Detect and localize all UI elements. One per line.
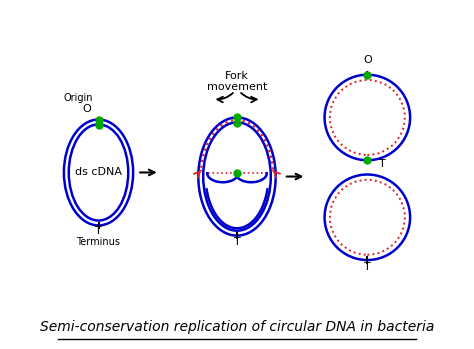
Text: T: T <box>379 159 385 169</box>
Text: Fork: Fork <box>225 71 249 81</box>
Text: T: T <box>234 237 240 246</box>
Text: O: O <box>363 55 372 65</box>
Text: ds cDNA: ds cDNA <box>75 168 122 177</box>
Text: T: T <box>364 262 371 272</box>
Text: Semi-conservation replication of circular DNA in bacteria: Semi-conservation replication of circula… <box>40 320 434 334</box>
Text: movement: movement <box>207 82 267 92</box>
Text: O: O <box>82 104 91 114</box>
Text: Origin: Origin <box>64 93 93 103</box>
Text: Terminus: Terminus <box>76 237 120 247</box>
Text: T: T <box>95 225 102 236</box>
